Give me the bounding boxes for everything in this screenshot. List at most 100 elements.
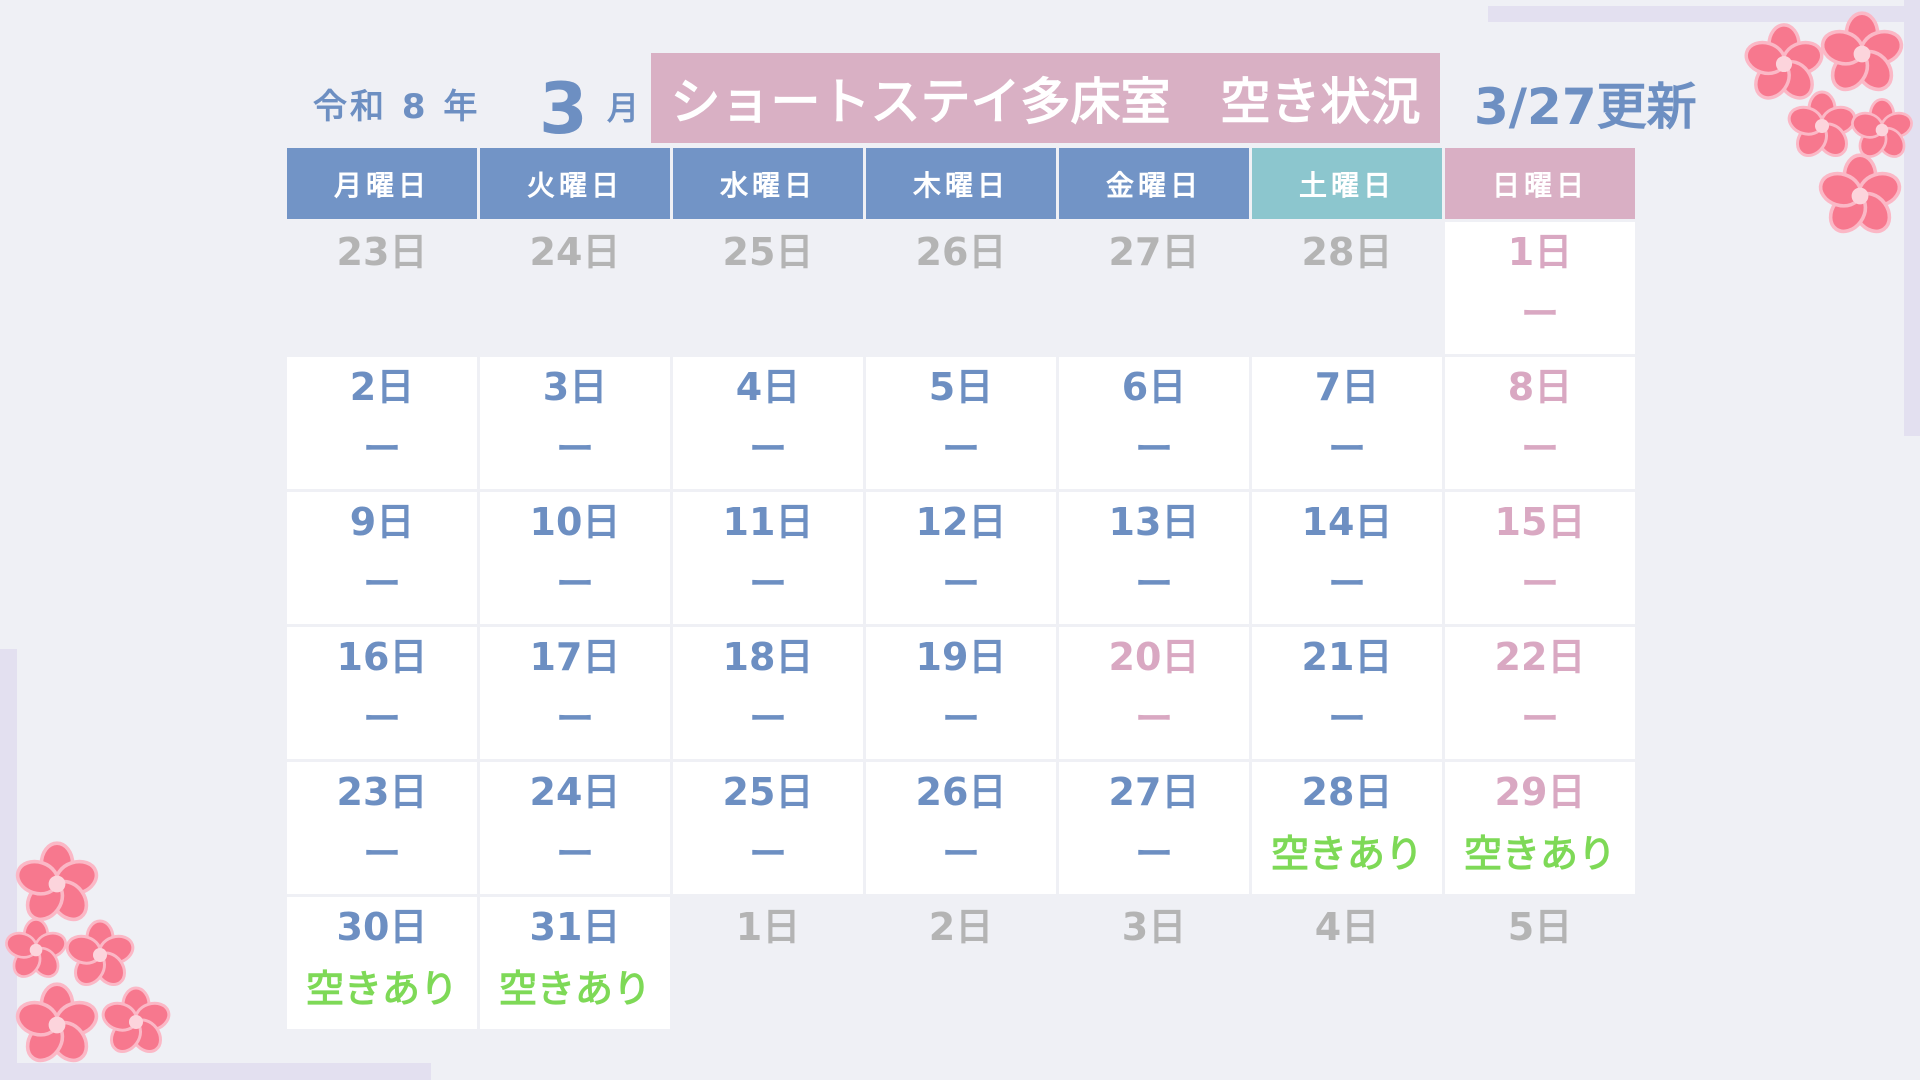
day-number: 27日 [1108, 230, 1200, 274]
day-cell: 3日ー [480, 357, 670, 489]
availability: ー [1134, 562, 1173, 606]
day-number: 28日 [1301, 770, 1393, 814]
day-number: 18日 [722, 635, 814, 679]
day-number: 8日 [1507, 365, 1573, 409]
weekday-header: 日曜日 [1445, 148, 1635, 219]
month-unit: 月 [607, 89, 640, 127]
day-cell: 7日ー [1252, 357, 1442, 489]
day-cell: 13日ー [1059, 492, 1249, 624]
day-cell: 15日ー [1445, 492, 1635, 624]
day-number: 27日 [1108, 770, 1200, 814]
availability: ー [748, 427, 787, 471]
availability: 空きあり [498, 967, 651, 1011]
day-cell: 28日 空きあり [1252, 762, 1442, 894]
day-cell: 12日ー [866, 492, 1056, 624]
day-cell: 28日 [1252, 222, 1442, 354]
day-number: 23日 [336, 230, 428, 274]
availability: 空きあり [1463, 832, 1616, 876]
day-number: 6日 [1121, 365, 1187, 409]
day-cell: 9日ー [287, 492, 477, 624]
day-number: 3日 [1121, 905, 1187, 949]
day-number: 5日 [1507, 905, 1573, 949]
day-cell: 1日ー [1445, 222, 1635, 354]
day-number: 17日 [529, 635, 621, 679]
day-number: 9日 [349, 500, 415, 544]
day-number: 2日 [928, 905, 994, 949]
day-cell: 25日 [673, 222, 863, 354]
day-cell: 18日ー [673, 627, 863, 759]
availability: ー [1520, 562, 1559, 606]
day-number: 25日 [722, 230, 814, 274]
day-cell: 27日ー [1059, 762, 1249, 894]
availability: ー [941, 832, 980, 876]
day-number: 26日 [915, 770, 1007, 814]
availability: ー [362, 427, 401, 471]
day-number: 7日 [1314, 365, 1380, 409]
day-number: 24日 [529, 770, 621, 814]
day-number: 10日 [529, 500, 621, 544]
day-cell: 4日 [1252, 897, 1442, 1029]
day-cell: 5日ー [866, 357, 1056, 489]
day-cell: 26日 [866, 222, 1056, 354]
day-number: 14日 [1301, 500, 1393, 544]
availability: ー [1134, 832, 1173, 876]
day-cell: 23日 [287, 222, 477, 354]
day-cell: 24日 [480, 222, 670, 354]
day-number: 25日 [722, 770, 814, 814]
day-number: 1日 [735, 905, 801, 949]
weekday-header: 金曜日 [1059, 148, 1249, 219]
day-number: 29日 [1494, 770, 1586, 814]
day-cell: 22日ー [1445, 627, 1635, 759]
availability: ー [555, 427, 594, 471]
availability: ー [941, 427, 980, 471]
day-cell: 24日ー [480, 762, 670, 894]
day-number: 21日 [1301, 635, 1393, 679]
day-cell: 3日 [1059, 897, 1249, 1029]
availability: ー [1327, 697, 1366, 741]
availability: ー [941, 562, 980, 606]
weekday-header: 土曜日 [1252, 148, 1442, 219]
day-cell: 6日ー [1059, 357, 1249, 489]
day-cell: 30日 空きあり [287, 897, 477, 1029]
day-cell: 27日 [1059, 222, 1249, 354]
availability: ー [748, 697, 787, 741]
day-number: 24日 [529, 230, 621, 274]
day-cell: 4日ー [673, 357, 863, 489]
day-cell: 5日 [1445, 897, 1635, 1029]
availability: ー [941, 697, 980, 741]
day-cell: 11日ー [673, 492, 863, 624]
availability: ー [555, 832, 594, 876]
day-number: 4日 [1314, 905, 1380, 949]
day-cell: 2日ー [287, 357, 477, 489]
day-cell: 29日空きあり [1445, 762, 1635, 894]
day-number: 22日 [1494, 635, 1586, 679]
day-number: 23日 [336, 770, 428, 814]
title: ショートステイ多床室 空き状況 [651, 53, 1440, 143]
availability: ー [1327, 427, 1366, 471]
day-number: 20日 [1108, 635, 1200, 679]
weekday-header: 木曜日 [866, 148, 1056, 219]
day-number: 3日 [542, 365, 608, 409]
availability: ー [1520, 427, 1559, 471]
day-number: 11日 [722, 500, 814, 544]
day-number: 19日 [915, 635, 1007, 679]
availability: ー [1327, 562, 1366, 606]
availability: 空きあり [305, 967, 458, 1011]
day-cell: 21日ー [1252, 627, 1442, 759]
day-cell: 10日ー [480, 492, 670, 624]
month: 3 [539, 68, 588, 150]
day-cell: 1日 [673, 897, 863, 1029]
availability: ー [362, 697, 401, 741]
day-cell: 23日ー [287, 762, 477, 894]
day-number: 13日 [1108, 500, 1200, 544]
day-cell: 19日ー [866, 627, 1056, 759]
availability: ー [1134, 427, 1173, 471]
availability: ー [1520, 697, 1559, 741]
availability: ー [555, 562, 594, 606]
weekday-header: 月曜日 [287, 148, 477, 219]
day-cell: 2日 [866, 897, 1056, 1029]
day-cell: 8日ー [1445, 357, 1635, 489]
day-number: 26日 [915, 230, 1007, 274]
